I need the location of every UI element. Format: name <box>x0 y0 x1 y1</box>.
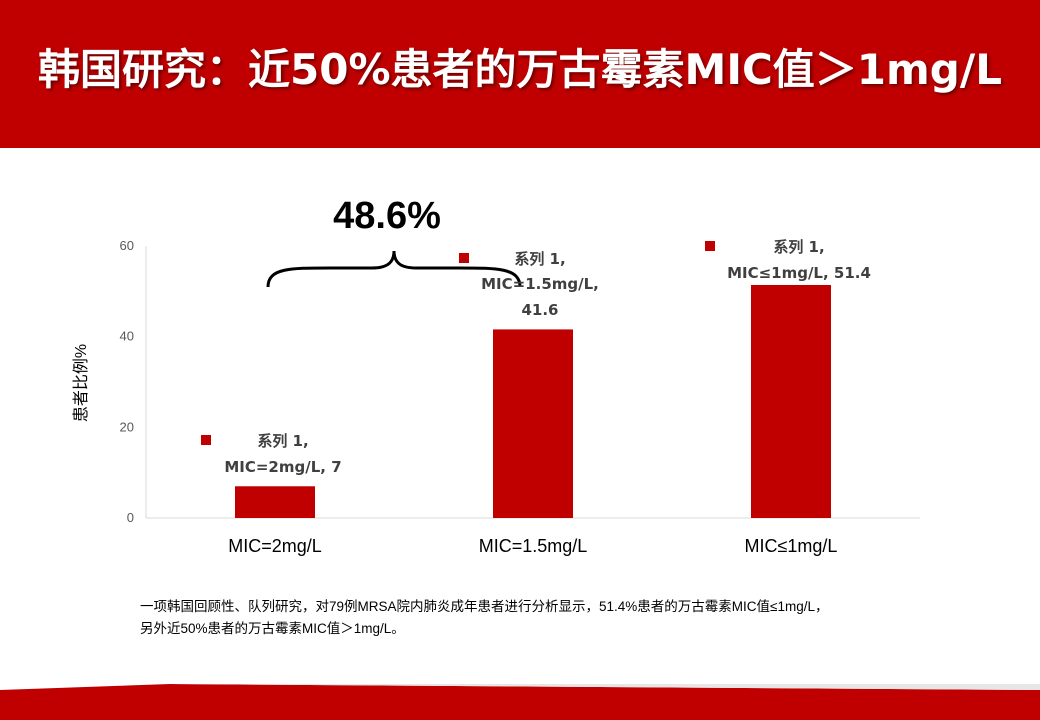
annotation-label: 48.6% <box>333 195 441 237</box>
legend-marker <box>705 241 715 251</box>
y-tick-label: 20 <box>120 419 134 434</box>
caption: 一项韩国回顾性、队列研究，对79例MRSA院内肺炎成年患者进行分析显示，51.4… <box>140 596 1000 640</box>
bars <box>235 284 831 518</box>
caption-line-1: 一项韩国回顾性、队列研究，对79例MRSA院内肺炎成年患者进行分析显示，51.4… <box>140 599 829 614</box>
legend-marker <box>459 253 469 263</box>
caption-line-2: 另外近50%患者的万古霉素MIC值＞1mg/L。 <box>140 621 405 636</box>
data-label: 系列 1, <box>514 250 565 268</box>
data-labels: 系列 1, MIC=2mg/L, 7 系列 1, MIC=1.5mg/L, 41.6 系列… <box>201 238 871 476</box>
x-tick-labels: MIC=2mg/L MIC=1.5mg/L MIC≤1mg/L <box>228 536 837 556</box>
y-ticks: 0 20 40 60 <box>120 238 134 525</box>
data-label: MIC=1.5mg/L, <box>481 275 599 293</box>
y-tick-label: 0 <box>127 510 134 525</box>
x-tick-label: MIC≤1mg/L <box>745 536 838 556</box>
title-banner: 韩国研究：近50%患者的万古霉素MIC值＞1mg/L <box>0 0 1040 148</box>
bar-chart: 48.6% 0 20 40 60 MIC=2mg/L MIC=1.5mg/L MIC≤1m… <box>72 195 920 556</box>
y-tick-label: 40 <box>120 329 134 344</box>
bar <box>493 329 573 518</box>
data-label: MIC≤1mg/L, 51.4 <box>727 264 871 282</box>
bar <box>751 284 831 518</box>
data-label: 41.6 <box>521 301 558 319</box>
bracket-brace <box>266 250 522 288</box>
x-tick-label: MIC=1.5mg/L <box>479 536 588 556</box>
footer-bar <box>0 684 1040 720</box>
slide-title: 韩国研究：近50%患者的万古霉素MIC值＞1mg/L <box>38 45 1002 94</box>
x-tick-label: MIC=2mg/L <box>228 536 322 556</box>
bar <box>235 486 315 518</box>
data-label: 系列 1, <box>773 238 824 256</box>
legend-marker <box>201 435 211 445</box>
data-label: 系列 1, <box>257 432 308 450</box>
y-axis-label: 患者比例% <box>72 344 90 422</box>
data-label: MIC=2mg/L, 7 <box>224 458 341 476</box>
y-tick-label: 60 <box>120 238 134 253</box>
